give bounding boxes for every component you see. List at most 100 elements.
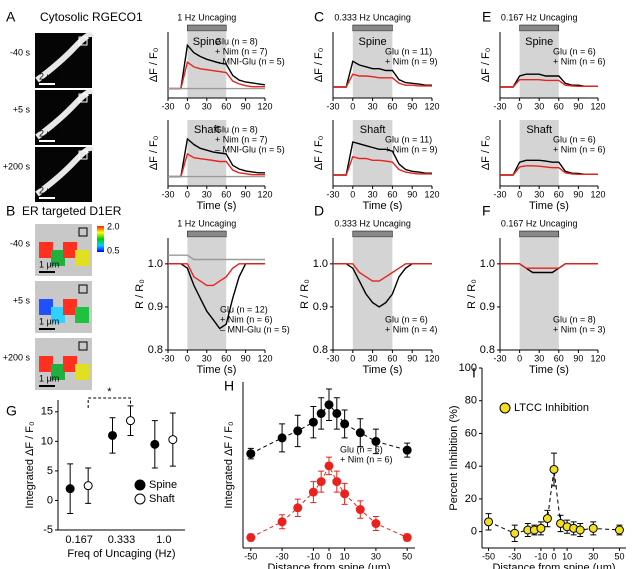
x-axis-label: Time (s) bbox=[363, 364, 403, 376]
uncaging-window bbox=[187, 32, 227, 98]
y-axis-label: Integrated ΔF / F₀ bbox=[223, 421, 235, 508]
x-tick-label: 90 bbox=[241, 353, 251, 363]
marker bbox=[316, 408, 326, 418]
stim-label: 0.167 Hz Uncaging bbox=[501, 12, 578, 22]
x-tick-label: 10 bbox=[562, 551, 572, 561]
x-tick-label: 0.167 bbox=[65, 534, 93, 546]
marker bbox=[293, 503, 303, 513]
marker bbox=[293, 426, 303, 436]
x-axis-label: Time (s) bbox=[363, 200, 403, 212]
time-label: +5 s bbox=[13, 295, 31, 305]
x-axis-label: Distance from spine (µm) bbox=[267, 562, 390, 569]
trace bbox=[333, 60, 432, 88]
marker bbox=[83, 481, 93, 491]
x-tick-label: -30 bbox=[161, 101, 174, 111]
region-label: Shaft bbox=[360, 124, 386, 136]
x-axis-label: Freq of Uncaging (Hz) bbox=[67, 548, 175, 560]
y-axis-label: ΔF / F₀ bbox=[313, 136, 325, 171]
y-tick-label: 10 bbox=[41, 435, 53, 447]
marker bbox=[277, 517, 287, 527]
x-tick-label: 120 bbox=[424, 101, 439, 111]
ratio-patch bbox=[39, 242, 53, 258]
marker bbox=[168, 435, 178, 445]
x-tick-label: -30 bbox=[493, 353, 506, 363]
y-tick-label: 0.9 bbox=[313, 301, 328, 313]
x-tick-label: 0.333 bbox=[108, 534, 136, 546]
stim-bar bbox=[352, 230, 393, 238]
x-tick-label: 60 bbox=[221, 101, 231, 111]
marker bbox=[324, 400, 334, 410]
panel-letter: C bbox=[314, 9, 324, 25]
scale-label: 2 µm bbox=[39, 185, 59, 195]
y-tick-label: 100 bbox=[459, 362, 477, 374]
y-tick-label: 1.0 bbox=[313, 258, 328, 270]
legend-entry: + Nim (n = 6) bbox=[553, 144, 606, 154]
region-label: Spine bbox=[525, 36, 553, 48]
x-tick-label: 90 bbox=[573, 101, 583, 111]
roi-box bbox=[78, 284, 88, 294]
y-tick-label: 1.0 bbox=[480, 258, 495, 270]
legend-entry: Glu (n = 6) bbox=[553, 46, 596, 56]
y-tick-label: 0.9 bbox=[480, 301, 495, 313]
legend-entry: Glu (n = 11) bbox=[385, 134, 432, 144]
y-axis-label: R / R₀ bbox=[134, 279, 146, 309]
x-tick-label: 30 bbox=[534, 353, 544, 363]
legend-entry: Glu (n = 8) bbox=[215, 124, 258, 134]
ratio-patch bbox=[63, 299, 77, 315]
trace bbox=[500, 165, 598, 176]
legend-entry: Shaft bbox=[149, 493, 175, 505]
x-tick-label: 120 bbox=[257, 353, 272, 363]
scale-label: 2 µm bbox=[39, 71, 59, 81]
x-tick-label: -30 bbox=[326, 101, 339, 111]
trace bbox=[333, 141, 432, 176]
marker bbox=[332, 477, 342, 487]
x-axis-label: Time (s) bbox=[529, 364, 569, 376]
x-tick-label: 30 bbox=[371, 551, 381, 561]
dendrite bbox=[35, 32, 94, 83]
legend-entry: Glu (n = 11) bbox=[385, 46, 432, 56]
x-tick-label: 60 bbox=[554, 101, 564, 111]
marker bbox=[277, 433, 287, 443]
ratio-patch bbox=[75, 307, 89, 323]
x-tick-label: 120 bbox=[424, 189, 439, 199]
x-tick-label: 120 bbox=[257, 101, 272, 111]
stim-label: 0.333 Hz Uncaging bbox=[334, 218, 411, 228]
marker bbox=[324, 461, 334, 471]
trace bbox=[168, 61, 265, 90]
x-tick-label: 0 bbox=[185, 353, 190, 363]
x-tick-label: 50 bbox=[402, 551, 412, 561]
y-axis-label: R / R₀ bbox=[466, 279, 478, 309]
trace bbox=[500, 79, 598, 88]
legend-entry: Glu (n = 12) bbox=[220, 304, 268, 314]
y-axis-label: ΔF / F₀ bbox=[148, 136, 160, 171]
marker bbox=[246, 533, 256, 543]
x-tick-label: 60 bbox=[387, 189, 397, 199]
y-tick-label: 80 bbox=[465, 395, 477, 407]
marker bbox=[371, 436, 381, 446]
x-tick-label: 0 bbox=[350, 189, 355, 199]
trace bbox=[168, 43, 266, 90]
x-tick-label: 120 bbox=[424, 353, 439, 363]
panel-letter: E bbox=[482, 9, 491, 25]
trace bbox=[500, 263, 598, 269]
legend-entry: + Nim (n = 4) bbox=[385, 324, 438, 334]
significance-label: * bbox=[107, 386, 112, 398]
x-tick-label: 90 bbox=[407, 353, 417, 363]
legend-entry: Spine bbox=[149, 479, 177, 491]
marker bbox=[549, 464, 559, 474]
x-tick-label: 0 bbox=[350, 353, 355, 363]
legend-entry: + Nim (n = 6) bbox=[220, 314, 273, 324]
marker bbox=[108, 430, 117, 440]
y-tick-label: 0.8 bbox=[480, 344, 495, 356]
legend-entry: Glu (n = 6) bbox=[340, 444, 383, 454]
legend-entry: + Nim (n = 7) bbox=[215, 46, 268, 56]
roi-box bbox=[78, 341, 88, 351]
x-tick-label: 30 bbox=[588, 551, 598, 561]
ratio-patch bbox=[63, 356, 77, 372]
x-tick-label: 90 bbox=[573, 353, 583, 363]
uncaging-window bbox=[187, 238, 227, 350]
x-axis-label: Distance from spine (µm) bbox=[492, 562, 615, 569]
y-tick-label: 20 bbox=[465, 493, 477, 505]
uncaging-window bbox=[519, 238, 559, 350]
marker bbox=[308, 487, 318, 497]
